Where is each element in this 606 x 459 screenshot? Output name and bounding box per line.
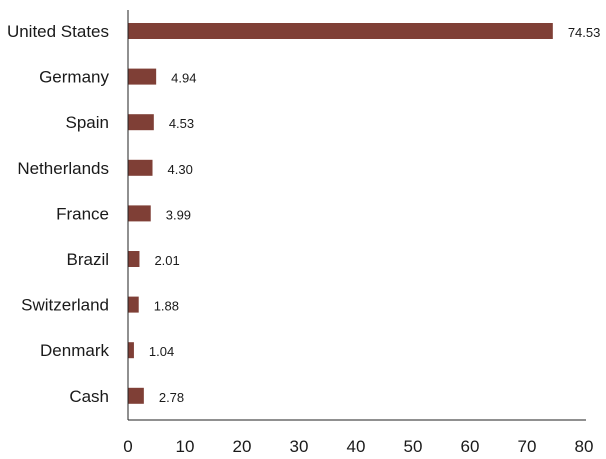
- x-tick-label-0: 0: [123, 437, 132, 456]
- value-label-switzerland: 1.88: [154, 299, 179, 314]
- x-ticks-group: 0 10 20 30 40 50 60 70 80: [123, 437, 593, 456]
- category-label-germany: Germany: [39, 68, 109, 87]
- category-label-brazil: Brazil: [66, 250, 109, 269]
- bar-netherlands: [128, 159, 153, 176]
- x-tick-label-70: 70: [518, 437, 537, 456]
- bar-switzerland: [128, 296, 139, 313]
- category-label-netherlands: Netherlands: [17, 159, 109, 178]
- bar-germany: [128, 68, 157, 85]
- value-label-netherlands: 4.30: [168, 162, 193, 177]
- value-labels-group: 74.53 4.94 4.53 4.30 3.99 2.01 1.88 1.04 2.78: [149, 25, 600, 405]
- category-label-denmark: Denmark: [40, 341, 109, 360]
- bar-cash: [128, 387, 144, 404]
- value-label-france: 3.99: [166, 207, 191, 222]
- bar-france: [128, 205, 151, 222]
- bar-spain: [128, 114, 154, 131]
- bar-united-states: [128, 23, 553, 39]
- x-tick-label-60: 60: [461, 437, 480, 456]
- x-tick-label-30: 30: [290, 437, 309, 456]
- value-label-germany: 4.94: [171, 71, 196, 86]
- value-label-cash: 2.78: [159, 390, 184, 405]
- value-label-united-states: 74.53: [568, 25, 601, 40]
- x-tick-label-80: 80: [575, 437, 594, 456]
- category-labels-group: United States Germany Spain Netherlands Fran…: [7, 22, 110, 406]
- category-label-cash: Cash: [69, 387, 109, 406]
- category-label-united-states: United States: [7, 22, 109, 41]
- category-label-switzerland: Switzerland: [21, 296, 109, 315]
- bars-group: [128, 23, 553, 404]
- value-label-brazil: 2.01: [154, 253, 179, 268]
- category-label-france: France: [56, 204, 109, 223]
- x-tick-label-40: 40: [347, 437, 366, 456]
- value-label-denmark: 1.04: [149, 344, 174, 359]
- x-tick-label-10: 10: [176, 437, 195, 456]
- x-tick-label-20: 20: [233, 437, 252, 456]
- value-label-spain: 4.53: [169, 116, 194, 131]
- bar-denmark: [128, 342, 134, 359]
- category-label-spain: Spain: [66, 113, 109, 132]
- bar-brazil: [128, 251, 140, 267]
- x-tick-label-50: 50: [404, 437, 423, 456]
